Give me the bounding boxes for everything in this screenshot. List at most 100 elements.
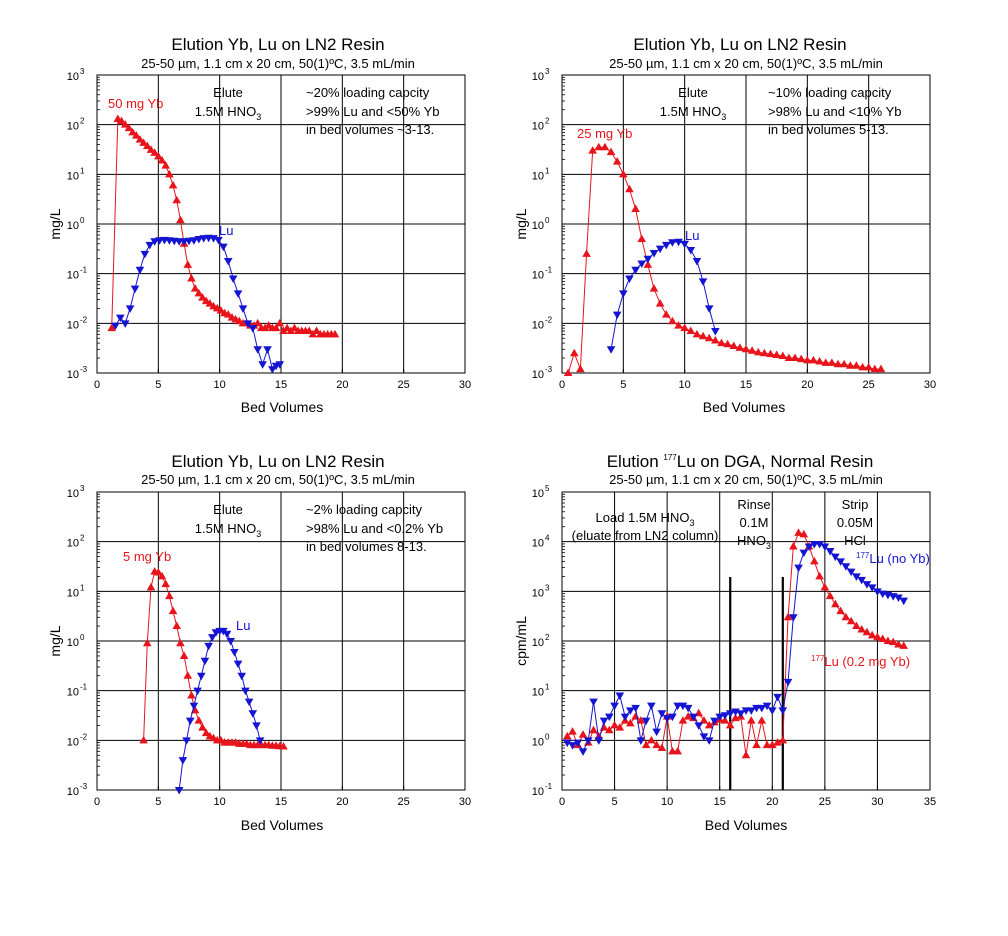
- annotation-text: 25 mg Yb: [577, 126, 632, 141]
- data-point: [568, 742, 577, 750]
- data-point: [852, 573, 861, 581]
- data-point: [233, 660, 243, 669]
- data-point: [230, 649, 239, 657]
- x-tick-label: 20: [336, 379, 348, 391]
- data-point: [867, 584, 877, 592]
- chart-subtitle: 25-50 µm, 1.1 cm x 20 cm, 50(1)ºC, 3.5 m…: [141, 56, 415, 71]
- data-point: [698, 331, 708, 340]
- x-tick-label: 5: [155, 379, 161, 391]
- data-point: [825, 591, 835, 600]
- annotation-text: 0.1M: [740, 515, 769, 530]
- data-point: [636, 716, 646, 724]
- data-point: [683, 704, 693, 713]
- data-point: [789, 541, 798, 550]
- y-tick-exponent: 0: [545, 732, 550, 741]
- data-point: [649, 250, 659, 258]
- y-tick-exponent: 2: [545, 117, 550, 126]
- data-point: [248, 710, 258, 718]
- data-point: [275, 318, 285, 327]
- data-point: [746, 716, 756, 724]
- y-tick-exponent: 1: [545, 683, 550, 692]
- data-point: [179, 651, 189, 659]
- data-point: [772, 350, 781, 359]
- data-point: [878, 634, 887, 642]
- x-tick-label: 25: [863, 379, 875, 391]
- data-point: [789, 614, 798, 622]
- data-point: [120, 120, 130, 128]
- data-point: [783, 612, 793, 621]
- y-tick-exponent: 1: [80, 583, 85, 592]
- data-point: [606, 147, 616, 156]
- data-point: [683, 712, 693, 720]
- data-point: [833, 359, 843, 368]
- data-point: [862, 581, 872, 589]
- series-line: [566, 532, 904, 756]
- y-axis-label: mg/L: [47, 208, 63, 239]
- data-point: [219, 243, 228, 252]
- annotation-text: ~20% loading capcity: [306, 85, 430, 100]
- x-tick-label: 10: [214, 379, 226, 391]
- y-tick-label: 10: [532, 121, 544, 133]
- x-axis-label: Bed Volumes: [241, 817, 324, 833]
- data-point: [241, 687, 250, 696]
- data-point: [864, 362, 873, 371]
- data-point: [140, 250, 150, 259]
- data-point: [735, 343, 745, 351]
- y-tick-label: 10: [67, 270, 79, 282]
- annotation-text: HCl: [844, 533, 866, 548]
- data-point: [194, 235, 204, 244]
- data-point: [135, 135, 145, 143]
- x-tick-label: 30: [459, 796, 471, 808]
- data-point: [190, 284, 200, 292]
- data-point: [643, 260, 653, 268]
- data-point: [720, 712, 730, 720]
- x-tick-label: 35: [924, 796, 936, 808]
- data-point: [196, 672, 206, 681]
- data-point: [773, 693, 782, 702]
- data-point: [238, 305, 248, 313]
- data-point: [668, 713, 677, 722]
- y-tick-label: 10: [532, 488, 544, 500]
- chart-title-superscript: 177: [663, 453, 677, 462]
- data-point: [686, 326, 696, 335]
- data-point: [190, 705, 200, 714]
- y-tick-exponent: -1: [545, 782, 553, 791]
- data-point: [655, 299, 665, 307]
- data-point: [757, 716, 767, 724]
- annotation-text: ~2% loading capcity: [306, 502, 422, 517]
- x-tick-label: 20: [336, 796, 348, 808]
- data-point: [615, 692, 625, 700]
- annotation-text: 0.05M: [837, 515, 873, 530]
- data-point: [161, 161, 170, 169]
- data-point: [605, 713, 614, 722]
- data-point: [746, 707, 756, 715]
- data-point: [899, 597, 909, 606]
- annotation-text: Lu: [685, 228, 699, 243]
- data-point: [304, 326, 314, 335]
- y-tick-label: 10: [67, 369, 79, 381]
- annotation-text: Elute: [213, 502, 243, 517]
- data-point: [142, 141, 152, 150]
- y-tick-label: 10: [67, 220, 79, 232]
- data-point: [176, 638, 185, 647]
- data-point: [568, 727, 577, 735]
- y-tick-exponent: 1: [545, 166, 550, 175]
- x-tick-label: 0: [94, 796, 100, 808]
- y-tick-exponent: -2: [80, 315, 88, 324]
- x-tick-label: 15: [275, 796, 287, 808]
- data-point: [699, 733, 709, 741]
- data-point: [846, 568, 856, 577]
- data-point: [637, 234, 647, 242]
- data-point: [168, 180, 178, 189]
- data-point: [657, 710, 667, 718]
- data-point: [612, 157, 622, 165]
- data-point: [178, 757, 188, 765]
- data-point: [661, 241, 671, 250]
- annotation-text: Load 1.5M HNO3: [596, 510, 695, 528]
- x-tick-label: 10: [214, 796, 226, 808]
- y-tick-exponent: 0: [545, 216, 550, 225]
- annotation-text: >99% Lu and <50% Yb: [306, 104, 440, 119]
- x-axis-label: Bed Volumes: [241, 399, 324, 415]
